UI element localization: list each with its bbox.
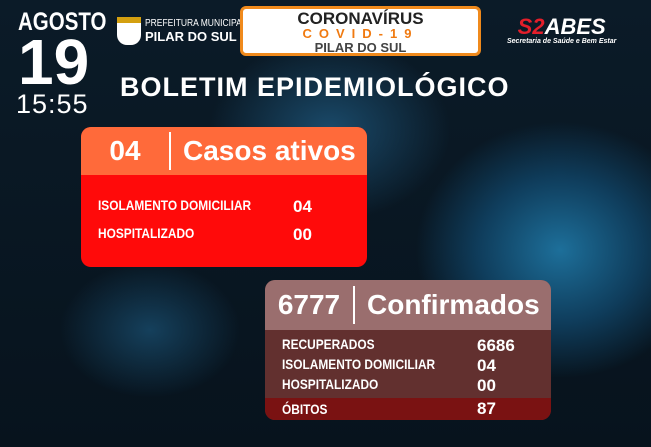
confirmed-count: 6777 [265, 286, 355, 324]
stat-row: RECUPERADOS 6686 [265, 336, 551, 356]
sabes-logo-text: ABES [544, 14, 606, 39]
covid-line2: COVID-19 [302, 26, 419, 41]
prefeitura-line1: PREFEITURA MUNICIPAL [145, 18, 247, 29]
stat-value: 6686 [477, 336, 515, 355]
deaths-label: ÓBITOS [282, 401, 328, 417]
date-time: 15:55 [16, 89, 89, 119]
crest-icon [117, 17, 141, 45]
stat-value: 00 [293, 225, 312, 244]
active-count: 04 [81, 132, 171, 170]
stat-row: ISOLAMENTO DOMICILIAR 04 [81, 197, 367, 225]
stat-row: HOSPITALIZADO 00 [81, 225, 367, 253]
sabes-logo: S2ABES Secretaria de Saúde e Bem Estar [507, 14, 617, 46]
stat-label: HOSPITALIZADO [98, 225, 195, 241]
stat-label: ISOLAMENTO DOMICILIAR [282, 356, 436, 372]
sabes-subtitle: Secretaria de Saúde e Bem Estar [507, 38, 617, 45]
stat-row: ISOLAMENTO DOMICILIAR 04 [265, 356, 551, 376]
stat-value: 00 [477, 376, 496, 395]
active-cases-card: 04 Casos ativos ISOLAMENTO DOMICILIAR 04 … [81, 127, 367, 267]
date-day: 19 [18, 26, 90, 98]
deaths-row: ÓBITOS 87 [265, 398, 551, 420]
confirmed-label: Confirmados [367, 289, 540, 320]
date-month: AGOSTO [18, 8, 107, 36]
page-title: BOLETIM EPIDEMIOLÓGICO [120, 72, 510, 102]
stat-label: ISOLAMENTO DOMICILIAR [98, 197, 252, 213]
stat-row: HOSPITALIZADO 00 [265, 376, 551, 398]
stat-label: HOSPITALIZADO [282, 376, 379, 392]
covid-line3: PILAR DO SUL [314, 40, 407, 55]
covid-line1: CORONAVÍRUS [297, 9, 424, 28]
prefeitura-line2: PILAR DO SUL [145, 29, 237, 44]
active-label: Casos ativos [183, 135, 356, 166]
confirmed-cases-card: 6777 Confirmados RECUPERADOS 6686 ISOLAME… [265, 280, 551, 420]
stat-value: 04 [477, 356, 496, 375]
deaths-value: 87 [477, 399, 496, 418]
prefeitura-logo: PREFEITURA MUNICIPAL PILAR DO SUL [117, 17, 264, 45]
covid-banner: CORONAVÍRUS COVID-19 PILAR DO SUL [240, 6, 481, 56]
sabes-logo-mark: S2 [517, 14, 545, 39]
stat-value: 04 [293, 197, 312, 216]
stat-label: RECUPERADOS [282, 336, 375, 352]
